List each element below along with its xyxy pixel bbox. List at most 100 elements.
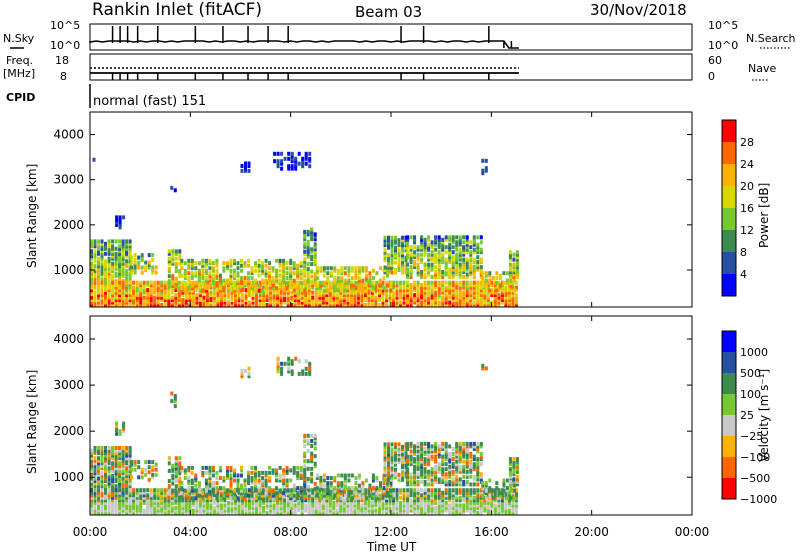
heatmap-cell	[413, 262, 417, 267]
heatmap-cell	[375, 496, 379, 501]
heatmap-cell	[328, 500, 332, 505]
heatmap-cell	[472, 447, 476, 451]
heatmap-cell	[174, 293, 178, 298]
heatmap-cell	[465, 235, 469, 240]
heatmap-cell	[240, 263, 243, 268]
heatmap-cell	[399, 295, 402, 300]
heatmap-cell	[212, 500, 216, 505]
heatmap-cell	[387, 452, 390, 457]
heatmap-cell	[149, 293, 153, 298]
heatmap-cell	[441, 441, 445, 446]
heatmap-cell	[118, 484, 122, 489]
heatmap-cell	[515, 252, 519, 257]
heatmap-cell	[427, 490, 431, 495]
heatmap-cell	[278, 478, 282, 483]
heatmap-cell	[114, 488, 118, 493]
heatmap-cell	[100, 503, 104, 508]
heatmap-cell	[479, 495, 483, 500]
heatmap-cell	[455, 467, 459, 472]
heatmap-cell	[448, 283, 452, 288]
heatmap-cell	[190, 276, 194, 281]
heatmap-cell	[514, 280, 518, 285]
heatmap-cell	[378, 280, 381, 285]
heatmap-cell	[100, 276, 104, 281]
heatmap-cell	[448, 252, 452, 257]
heatmap-cell	[271, 276, 275, 281]
heatmap-cell	[455, 462, 459, 467]
heatmap-cell	[465, 493, 469, 498]
heatmap-cell	[121, 293, 125, 298]
heatmap-cell	[146, 293, 150, 298]
heatmap-cell	[229, 258, 233, 263]
heatmap-cell	[107, 461, 111, 466]
heatmap-cell	[114, 295, 118, 300]
heatmap-cell	[498, 276, 502, 281]
heatmap-cell	[114, 239, 118, 244]
heatmap-cell	[420, 300, 424, 305]
heatmap-cell	[360, 300, 364, 305]
heatmap-cell	[121, 239, 125, 244]
heatmap-cell	[406, 474, 410, 479]
heatmap-cell	[349, 505, 353, 510]
heatmap-cell	[156, 500, 160, 505]
heatmap-cell	[234, 505, 237, 510]
heatmap-cell	[297, 151, 301, 156]
heatmap-cell	[346, 503, 350, 508]
colorbar-tick-label: −25	[740, 430, 763, 443]
heatmap-cell	[100, 511, 104, 515]
heatmap-cell	[128, 298, 132, 302]
heatmap-cell	[455, 235, 459, 240]
heatmap-cell	[483, 295, 487, 300]
heatmap-cell	[502, 271, 506, 276]
heatmap-cell	[93, 276, 97, 281]
heatmap-cell	[349, 490, 353, 495]
heatmap-cell	[512, 278, 516, 283]
heatmap-cell	[100, 461, 104, 466]
heatmap-cell	[409, 290, 413, 295]
heatmap-cell	[278, 268, 282, 273]
heatmap-cell	[512, 288, 516, 293]
heatmap-cell	[479, 490, 483, 495]
heatmap-cell	[465, 275, 469, 279]
heatmap-cell	[406, 457, 410, 462]
heatmap-cell	[333, 476, 337, 480]
heatmap-cell	[282, 278, 286, 283]
heatmap-cell	[130, 467, 134, 472]
heatmap-cell	[104, 508, 107, 513]
heatmap-cell	[171, 463, 175, 468]
heatmap-cell	[385, 293, 388, 298]
heatmap-cell	[125, 508, 129, 513]
heatmap-cell	[399, 503, 402, 508]
heatmap-cell	[390, 465, 394, 470]
heatmap-cell	[282, 468, 286, 473]
heatmap-cell	[497, 300, 501, 305]
heatmap-cell	[441, 295, 445, 300]
heatmap-cell	[107, 256, 111, 261]
heatmap-cell	[118, 220, 122, 225]
heatmap-cell	[230, 303, 234, 307]
heatmap-cell	[208, 488, 212, 493]
heatmap-cell	[385, 505, 388, 510]
heatmap-cell	[287, 369, 291, 374]
heatmap-cell	[409, 503, 413, 508]
heatmap-cell	[104, 266, 107, 271]
heatmap-cell	[385, 295, 388, 300]
heatmap-cell	[427, 247, 431, 252]
heatmap-cell	[469, 511, 473, 515]
heatmap-cell	[137, 255, 141, 260]
heatmap-cell	[201, 271, 205, 276]
heatmap-cell	[395, 280, 399, 285]
heatmap-cell	[251, 503, 255, 508]
heatmap-cell	[448, 454, 452, 459]
heatmap-cell	[357, 486, 361, 491]
heatmap-cell	[257, 473, 261, 478]
heatmap-cell	[484, 366, 488, 371]
heatmap-cell	[194, 281, 198, 286]
heatmap-cell	[455, 270, 459, 274]
heatmap-cell	[390, 455, 394, 459]
heatmap-cell	[215, 470, 219, 475]
heatmap-cell	[118, 488, 122, 493]
heatmap-cell	[250, 481, 254, 486]
heatmap-cell	[299, 271, 303, 276]
heatmap-cell	[458, 270, 462, 274]
